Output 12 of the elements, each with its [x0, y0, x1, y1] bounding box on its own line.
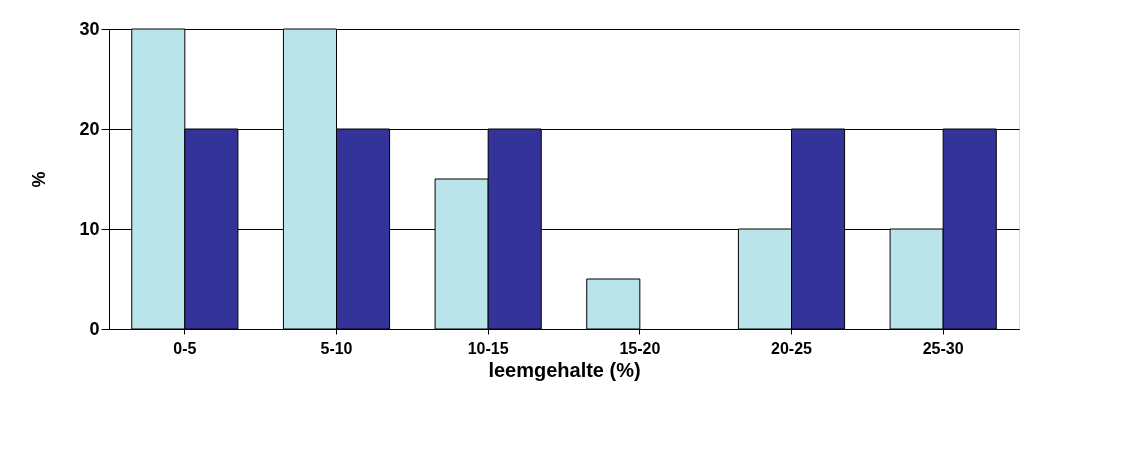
- x-tick-label: 15-20: [619, 339, 661, 357]
- y-axis-title: %: [29, 171, 50, 188]
- y-tick-label: 0: [89, 318, 100, 339]
- x-tick-label: 20-25: [771, 339, 813, 357]
- x-tick-label: 0-5: [173, 339, 197, 357]
- y-tick-label: 20: [79, 118, 100, 139]
- y-tick-label: 10: [79, 218, 100, 239]
- x-tick-label: 10-15: [467, 339, 509, 357]
- x-tick-label: 25-30: [922, 339, 964, 357]
- x-axis-title: leemgehalte (%): [488, 358, 641, 381]
- x-tick-label: 5-10: [320, 339, 353, 357]
- y-tick-label: 30: [79, 18, 100, 39]
